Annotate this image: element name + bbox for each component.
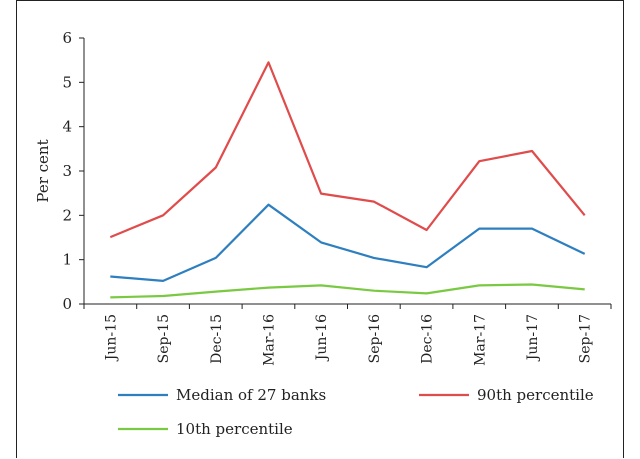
y-tick-label: 2 [62, 206, 72, 224]
y-axis-title: Per cent [34, 139, 52, 202]
y-axis: 0 1 2 3 4 5 6 [62, 29, 85, 313]
x-tick-label: Jun-17 [525, 314, 541, 362]
legend-label: 10th percentile [176, 420, 293, 438]
series-layer [109, 61, 586, 299]
x-tick-label: Mar-17 [472, 314, 488, 366]
y-tick-label: 6 [62, 29, 72, 47]
x-tick-label: Mar-16 [261, 314, 277, 366]
x-tick-label: Sep-17 [578, 314, 594, 363]
series-line [110, 203, 586, 282]
y-tick-label: 3 [62, 162, 72, 180]
series-line [110, 283, 585, 299]
y-tick-label: 0 [62, 295, 72, 313]
x-tick-label: Dec-15 [209, 314, 225, 364]
y-tick-label: 1 [62, 251, 72, 269]
x-tick-label: Sep-15 [156, 314, 172, 363]
y-tick-label: 4 [62, 118, 72, 136]
x-tick-label: Sep-16 [367, 314, 383, 363]
x-tick-label: Jun-16 [314, 314, 330, 362]
legend: Median of 27 banks 90th percentile 10th pe… [118, 386, 594, 438]
legend-label: 90th percentile [477, 386, 594, 404]
chart-frame [16, 0, 624, 458]
x-tick-label: Jun-15 [103, 314, 119, 362]
y-tick-label: 5 [62, 73, 72, 91]
x-axis: Jun-15 Sep-15 Dec-15 Mar-16 Jun-16 Sep-16 Dec-… [83, 303, 612, 366]
series-line [109, 61, 586, 239]
x-tick-label: Dec-16 [420, 314, 436, 364]
legend-label: Median of 27 banks [176, 386, 326, 404]
